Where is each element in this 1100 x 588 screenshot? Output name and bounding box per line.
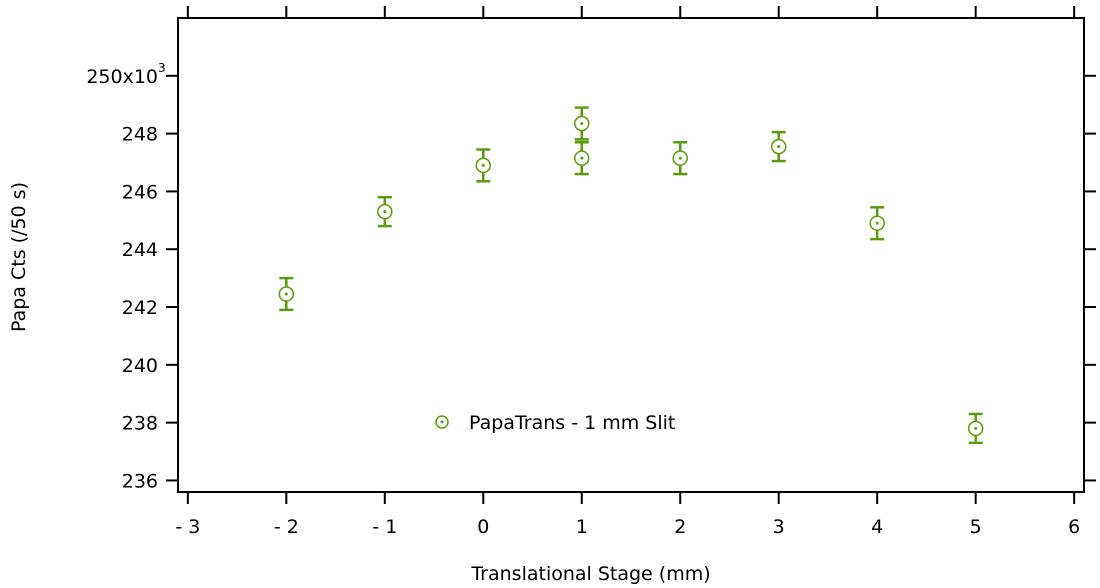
y-axis-ticks: 236 238 240 242 244 246 248 250x10 3 bbox=[86, 61, 1096, 492]
x-tick-label: 5 bbox=[970, 516, 982, 538]
x-tick-label: 6 bbox=[1068, 516, 1080, 538]
data-point bbox=[278, 276, 295, 312]
y-tick-label: 242 bbox=[122, 297, 158, 319]
y-tick-label: 236 bbox=[122, 470, 158, 492]
x-tick-label: 0 bbox=[477, 516, 489, 538]
marker-dot bbox=[383, 210, 387, 214]
x-tick-label: - 3 bbox=[175, 516, 200, 538]
data-point bbox=[574, 106, 590, 141]
x-tick-label: 1 bbox=[576, 516, 588, 538]
y-tick-label: 250x10 bbox=[86, 66, 158, 88]
data-point bbox=[574, 141, 590, 176]
x-axis-title: Translational Stage (mm) bbox=[470, 563, 710, 585]
data-point bbox=[672, 141, 688, 176]
marker-dot bbox=[678, 156, 682, 160]
plot-frame bbox=[177, 17, 1085, 493]
marker-dot bbox=[481, 163, 485, 167]
x-tick-label: - 2 bbox=[274, 516, 299, 538]
data-point bbox=[770, 130, 787, 163]
marker-dot bbox=[974, 426, 978, 430]
legend-dot bbox=[440, 420, 444, 424]
data-point bbox=[967, 412, 984, 445]
data-point bbox=[869, 206, 885, 241]
marker-dot bbox=[777, 145, 781, 149]
legend-marker-icon bbox=[435, 415, 449, 429]
y-tick-label: 246 bbox=[122, 181, 158, 203]
x-axis-ticks: - 3 - 2 - 1 0 1 2 3 4 5 6 bbox=[175, 6, 1080, 538]
y-tick-label: 248 bbox=[122, 124, 158, 146]
legend-label: PapaTrans - 1 mm Slit bbox=[469, 412, 675, 434]
marker-dot bbox=[875, 221, 879, 225]
y-tick-label: 240 bbox=[122, 355, 158, 377]
data-point bbox=[377, 195, 393, 228]
plot-border bbox=[177, 17, 1085, 493]
data-points bbox=[278, 106, 984, 445]
x-tick-label: 2 bbox=[674, 516, 686, 538]
y-tick-label: 244 bbox=[122, 239, 158, 261]
y-axis-title: Papa Cts (/50 s) bbox=[8, 182, 30, 332]
x-tick-label: 3 bbox=[773, 516, 785, 538]
legend: PapaTrans - 1 mm Slit bbox=[435, 412, 675, 434]
y-tick-label: 238 bbox=[122, 413, 158, 435]
x-tick-label: - 1 bbox=[372, 516, 397, 538]
data-point bbox=[475, 148, 492, 183]
x-tick-label: 4 bbox=[871, 516, 883, 538]
marker-dot bbox=[580, 156, 584, 160]
marker-dot bbox=[580, 121, 584, 125]
marker-dot bbox=[284, 292, 288, 296]
y-multiplier-exponent: 3 bbox=[158, 61, 166, 75]
